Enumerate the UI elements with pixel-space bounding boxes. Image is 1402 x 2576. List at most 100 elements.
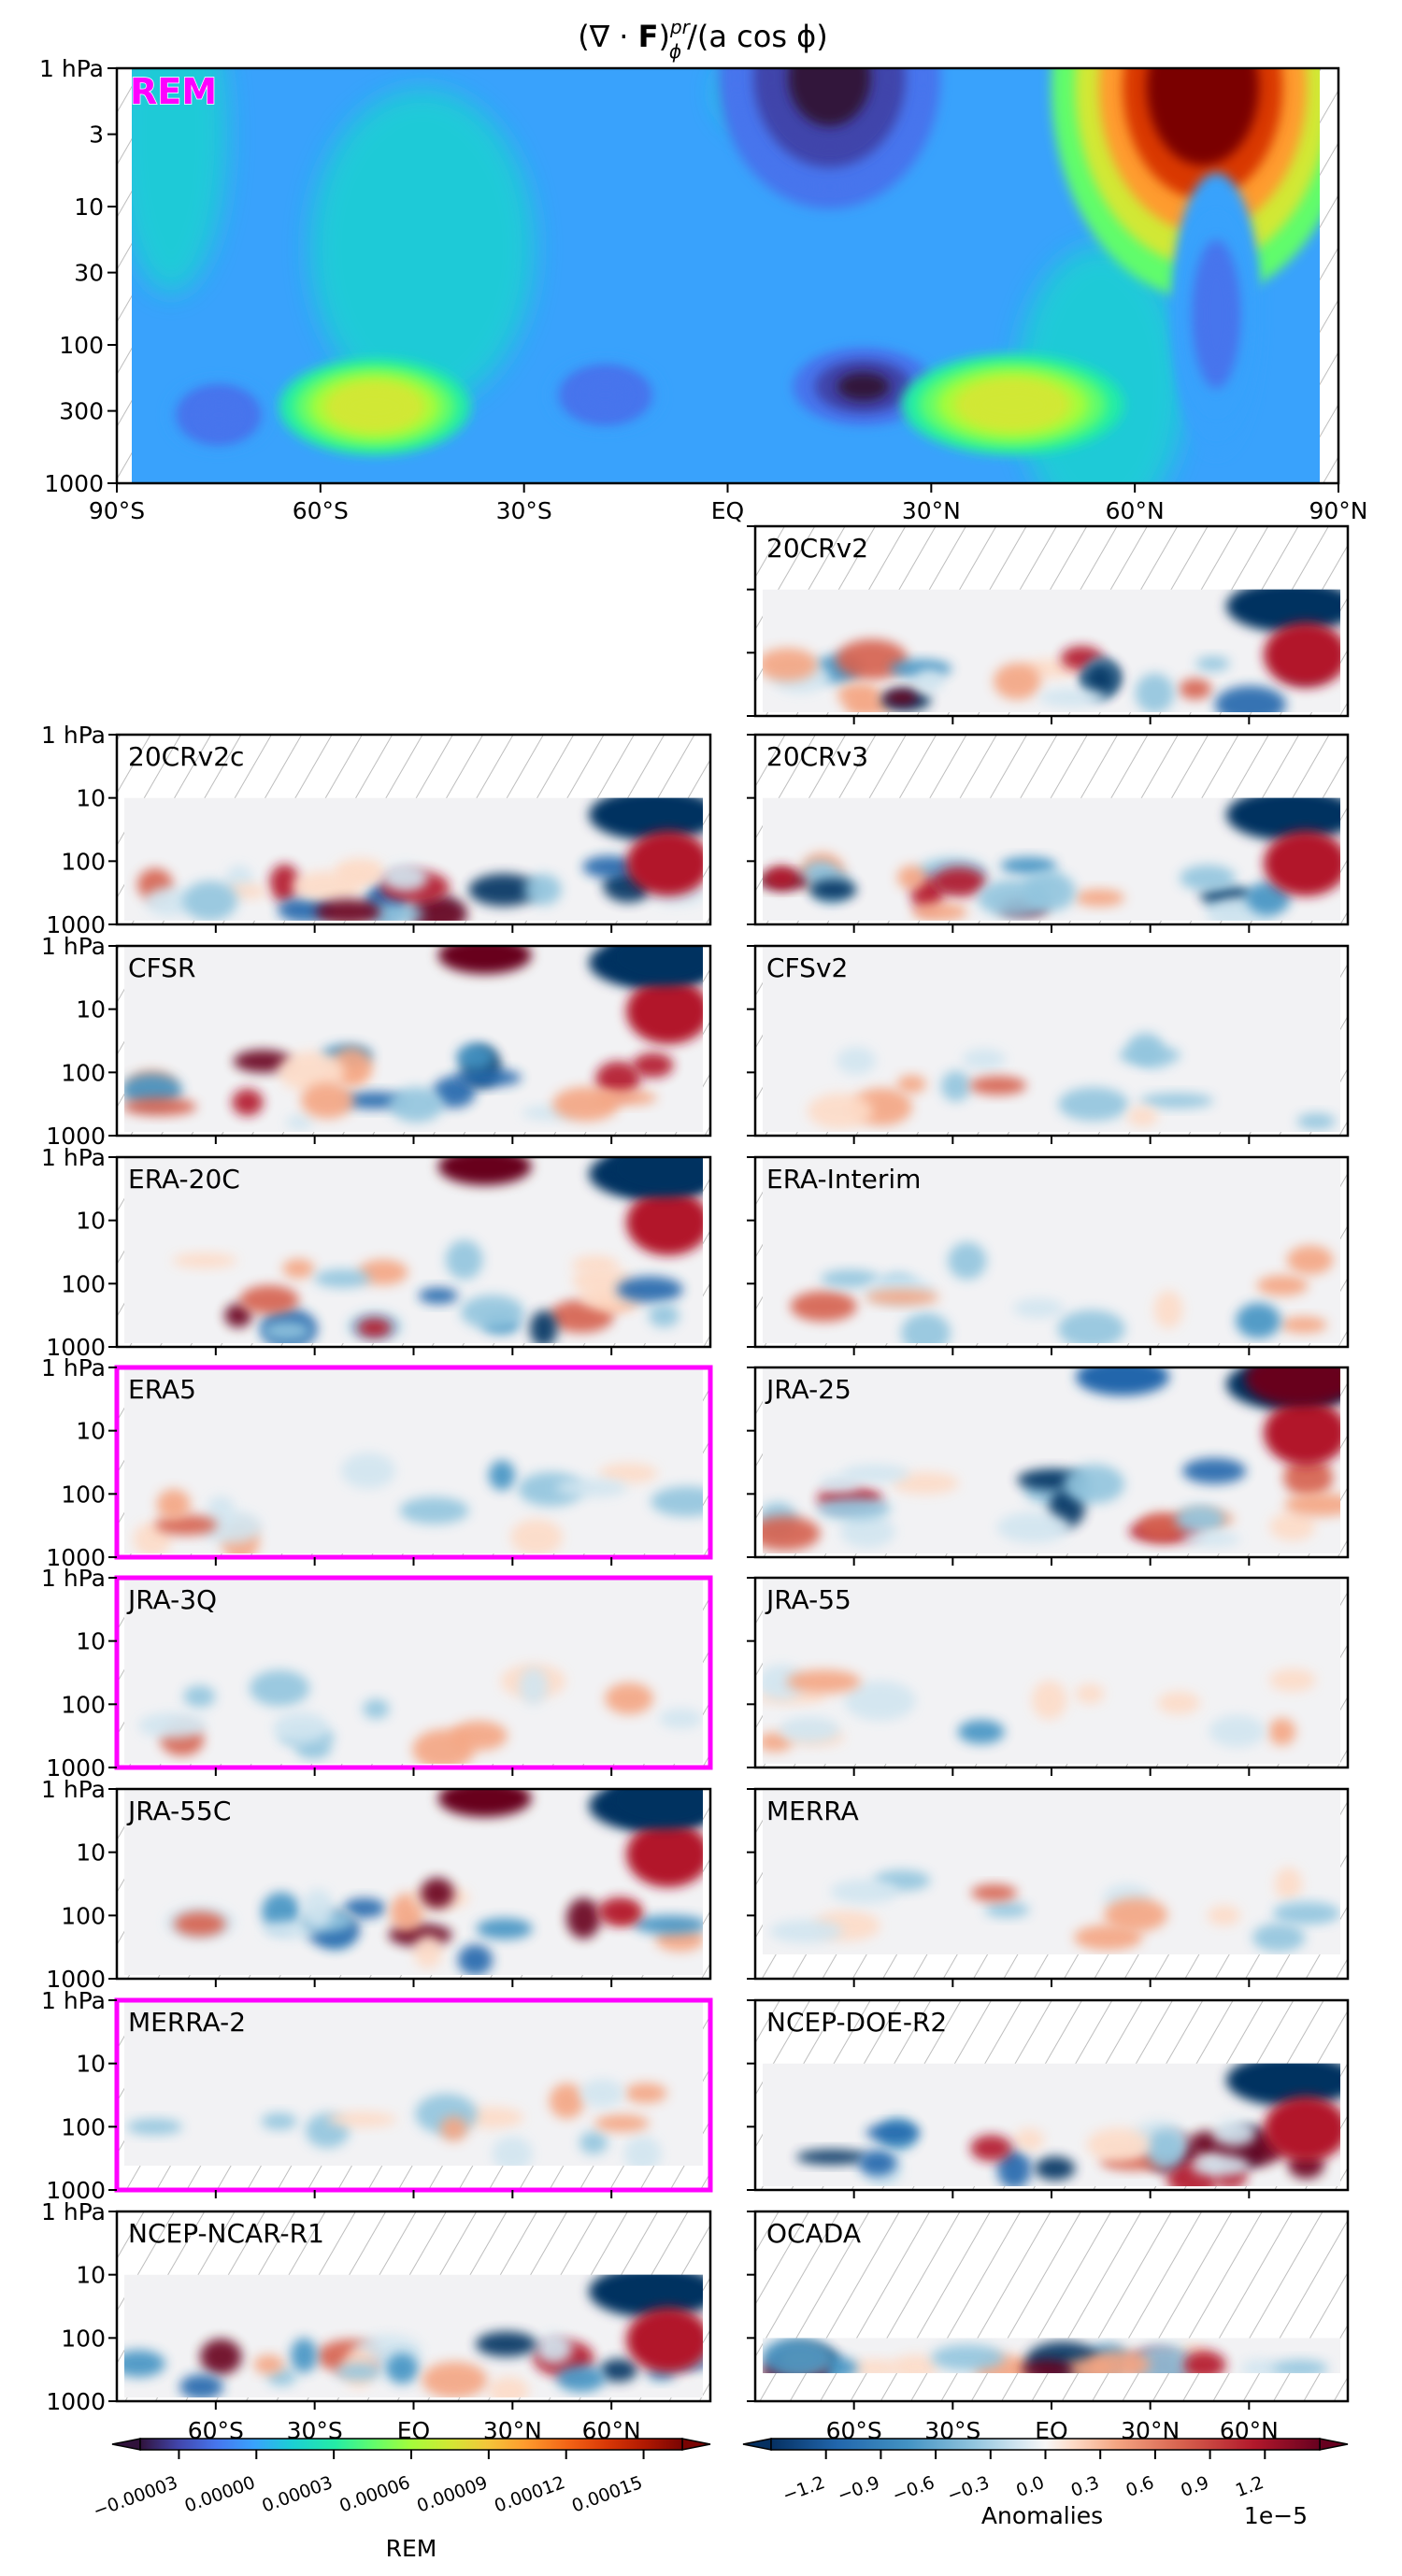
panel-era-interim: ERA-Interim (747, 1155, 1350, 1355)
anomaly-blob (239, 1285, 299, 1315)
anomaly-blob (278, 1051, 345, 1093)
panel-cfsr: CFSR 1 hPa 10 100 1000 (41, 933, 712, 1150)
colorbar-tick-label: −0.6 (890, 2472, 937, 2506)
anomaly-blob (1012, 1298, 1065, 1319)
anomaly-blob (154, 1514, 218, 1536)
panel-jra-3q: JRA-3Q 1 hPa 10 100 1000 (41, 1565, 713, 1782)
anomaly-blob (1284, 1493, 1340, 1517)
anomaly-blob (336, 2363, 382, 2381)
panel-label: NCEP-DOE-R2 (766, 2007, 947, 2038)
anomaly-blob (970, 2135, 1012, 2162)
rem-feature-4 (971, 385, 1054, 423)
anomaly-field (763, 797, 1340, 922)
anomaly-blob (769, 1919, 843, 1943)
anomaly-field (124, 1789, 703, 1975)
y-tick-label: 1 hPa (41, 1144, 106, 1171)
anomaly-field (763, 2063, 1340, 2187)
panel-label: ERA-Interim (766, 1164, 921, 1195)
anomaly-field (124, 1157, 703, 1343)
anomaly-blob (460, 1295, 524, 1330)
panel-label: 20CRv2 (766, 533, 868, 564)
colorbar-tick-label: 0.9 (1178, 2472, 1211, 2501)
anomaly-blob (896, 865, 926, 890)
anomaly-blob (454, 1068, 522, 1087)
anomaly-blob (891, 1471, 959, 1495)
anomaly-blob (830, 1879, 899, 1905)
anomaly-blob (420, 1877, 454, 1909)
y-tick-label: 10 (74, 193, 104, 221)
anomaly-blob (658, 1708, 703, 1729)
anomaly-blob (962, 1048, 1007, 1070)
anomaly-blob (597, 1896, 642, 1926)
anomaly-blob (337, 868, 384, 885)
panel-merra: MERRA (747, 1787, 1350, 1987)
anomaly-blob (1264, 622, 1340, 688)
anomaly-blob (492, 2136, 534, 2166)
anomaly-blob (1035, 2156, 1076, 2181)
anomaly-blob (1023, 871, 1076, 912)
anomaly-blob (1274, 1867, 1303, 1902)
anomaly-blob (914, 668, 944, 694)
y-tick-label: 100 (61, 1481, 106, 1508)
anomaly-blob (984, 1902, 1030, 1918)
y-tick-label: 1000 (46, 1334, 106, 1361)
anomaly-blob (1180, 865, 1237, 892)
anomaly-blob (1252, 1923, 1306, 1953)
anomaly-blob (626, 1822, 703, 1887)
title-sup: pr (669, 16, 692, 38)
title-rest: /(a cos ϕ) (687, 19, 828, 54)
y-tick-label: 1 hPa (41, 933, 106, 960)
anomaly-blob (488, 1460, 516, 1491)
anomaly-blob (290, 2338, 318, 2373)
anomaly-blob (1126, 1106, 1158, 1127)
rem-feature-6 (584, 381, 626, 408)
anomaly-blob (957, 1720, 1005, 1744)
anomaly-blob (437, 1157, 532, 1185)
anomaly-blob (225, 883, 268, 899)
panel-label: JRA-25 (765, 1374, 851, 1405)
anomaly-blob (552, 1086, 620, 1122)
rem-feature-2 (1146, 68, 1259, 165)
anomaly-blob (1240, 2359, 1281, 2373)
panel-label: CFSR (128, 952, 195, 983)
anomaly-blob (126, 2118, 183, 2136)
y-tick-label: 1000 (46, 2388, 106, 2415)
y-tick-label: 1000 (46, 1123, 106, 1150)
title-sub: ϕ (669, 40, 681, 63)
y-tick-label: 3 (89, 122, 104, 149)
anomaly-blob (1038, 688, 1106, 708)
anomaly-blob (844, 1681, 916, 1721)
anomaly-blob (412, 1729, 475, 1764)
anomaly-blob (626, 830, 703, 896)
anomaly-blob (1209, 1714, 1266, 1748)
anomaly-blob (1226, 2063, 1340, 2107)
x-tick-label: 90°S (89, 497, 145, 524)
anomaly-blob (1207, 1905, 1241, 1926)
anomaly-blob (1057, 1309, 1125, 1343)
reanalysis-panels: 20CRv2 20CRv2c 1 hPa 10 100 1000 20CRv3 CFSR 1 h… (41, 524, 1350, 2444)
anomaly-blob (763, 2338, 833, 2373)
anomaly-blob (413, 1934, 443, 1969)
anomaly-blob (901, 1312, 951, 1343)
anomaly-blob (763, 648, 818, 681)
anomaly-blob (1179, 679, 1212, 700)
anomaly-blob (807, 1093, 873, 1129)
y-tick-label: 1000 (46, 1754, 106, 1782)
rem-feature-0 (837, 372, 890, 401)
x-tick-label: 60°S (293, 497, 349, 524)
colorbar-gradient (139, 2438, 683, 2451)
y-tick-label: 1000 (44, 470, 104, 497)
anomaly-blob (385, 2353, 419, 2384)
anomaly-blob (605, 1682, 653, 1715)
anomaly-blob (579, 2131, 608, 2154)
y-tick-label: 10 (76, 1628, 106, 1655)
anomaly-blob (200, 2339, 242, 2375)
anomaly-blob (1191, 2154, 1251, 2177)
y-tick-label: 300 (59, 398, 104, 425)
anomaly-blob (1175, 1505, 1226, 1534)
anomaly-blob (124, 2350, 165, 2378)
anomaly-blob (896, 1075, 927, 1094)
anomaly-blob (156, 1489, 191, 1520)
anomaly-blob (137, 1712, 207, 1739)
anomaly-blob (595, 1061, 641, 1097)
